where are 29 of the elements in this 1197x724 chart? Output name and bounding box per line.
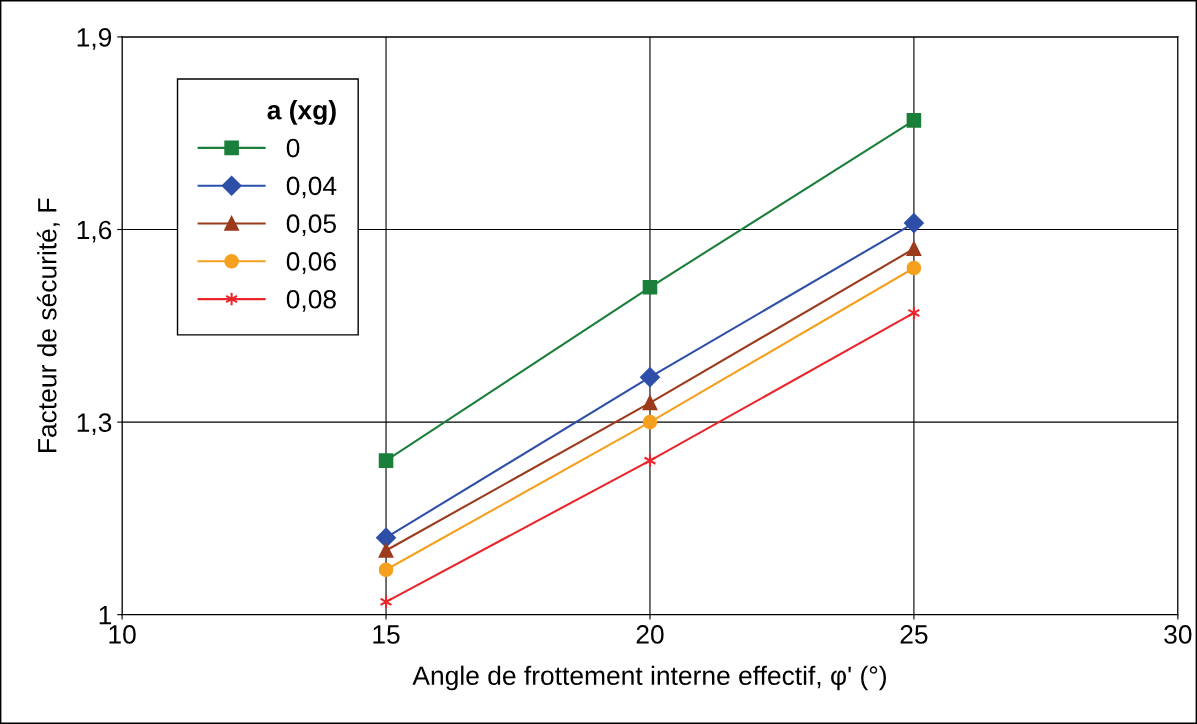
x-tick-label: 25 xyxy=(900,625,928,644)
point xyxy=(378,453,394,468)
point xyxy=(642,395,658,411)
x-axis-title: Angle de frottement interne effectif, φ' (°) xyxy=(412,665,886,691)
point xyxy=(378,543,394,558)
x-tick-label: 30 xyxy=(1164,625,1192,644)
legend-label: 0 xyxy=(286,138,300,158)
y-tick-label: 1,6 xyxy=(77,220,112,243)
point xyxy=(378,562,394,578)
legend-title: a (xg) xyxy=(267,100,336,125)
y-tick-label: 1 xyxy=(99,606,112,625)
x-tick-label: 20 xyxy=(636,625,664,644)
x-tick-label: 15 xyxy=(373,625,400,644)
point xyxy=(906,113,922,128)
legend-label: 0,05 xyxy=(286,214,336,237)
x-tick-label: 10 xyxy=(109,625,136,644)
legend-label: 0,08 xyxy=(286,289,336,312)
y-tick-label: 1,3 xyxy=(77,413,112,436)
point xyxy=(906,260,922,276)
point xyxy=(376,527,396,548)
point xyxy=(642,414,658,430)
point xyxy=(640,367,660,388)
y-axis-title: Facteur de sécurité, F xyxy=(36,198,60,452)
point xyxy=(904,213,924,233)
legend-label: 0,06 xyxy=(286,252,336,274)
legend-label: 0,04 xyxy=(286,176,337,199)
point xyxy=(642,279,658,295)
point xyxy=(906,241,922,257)
y-tick-label: 1,9 xyxy=(77,28,112,50)
